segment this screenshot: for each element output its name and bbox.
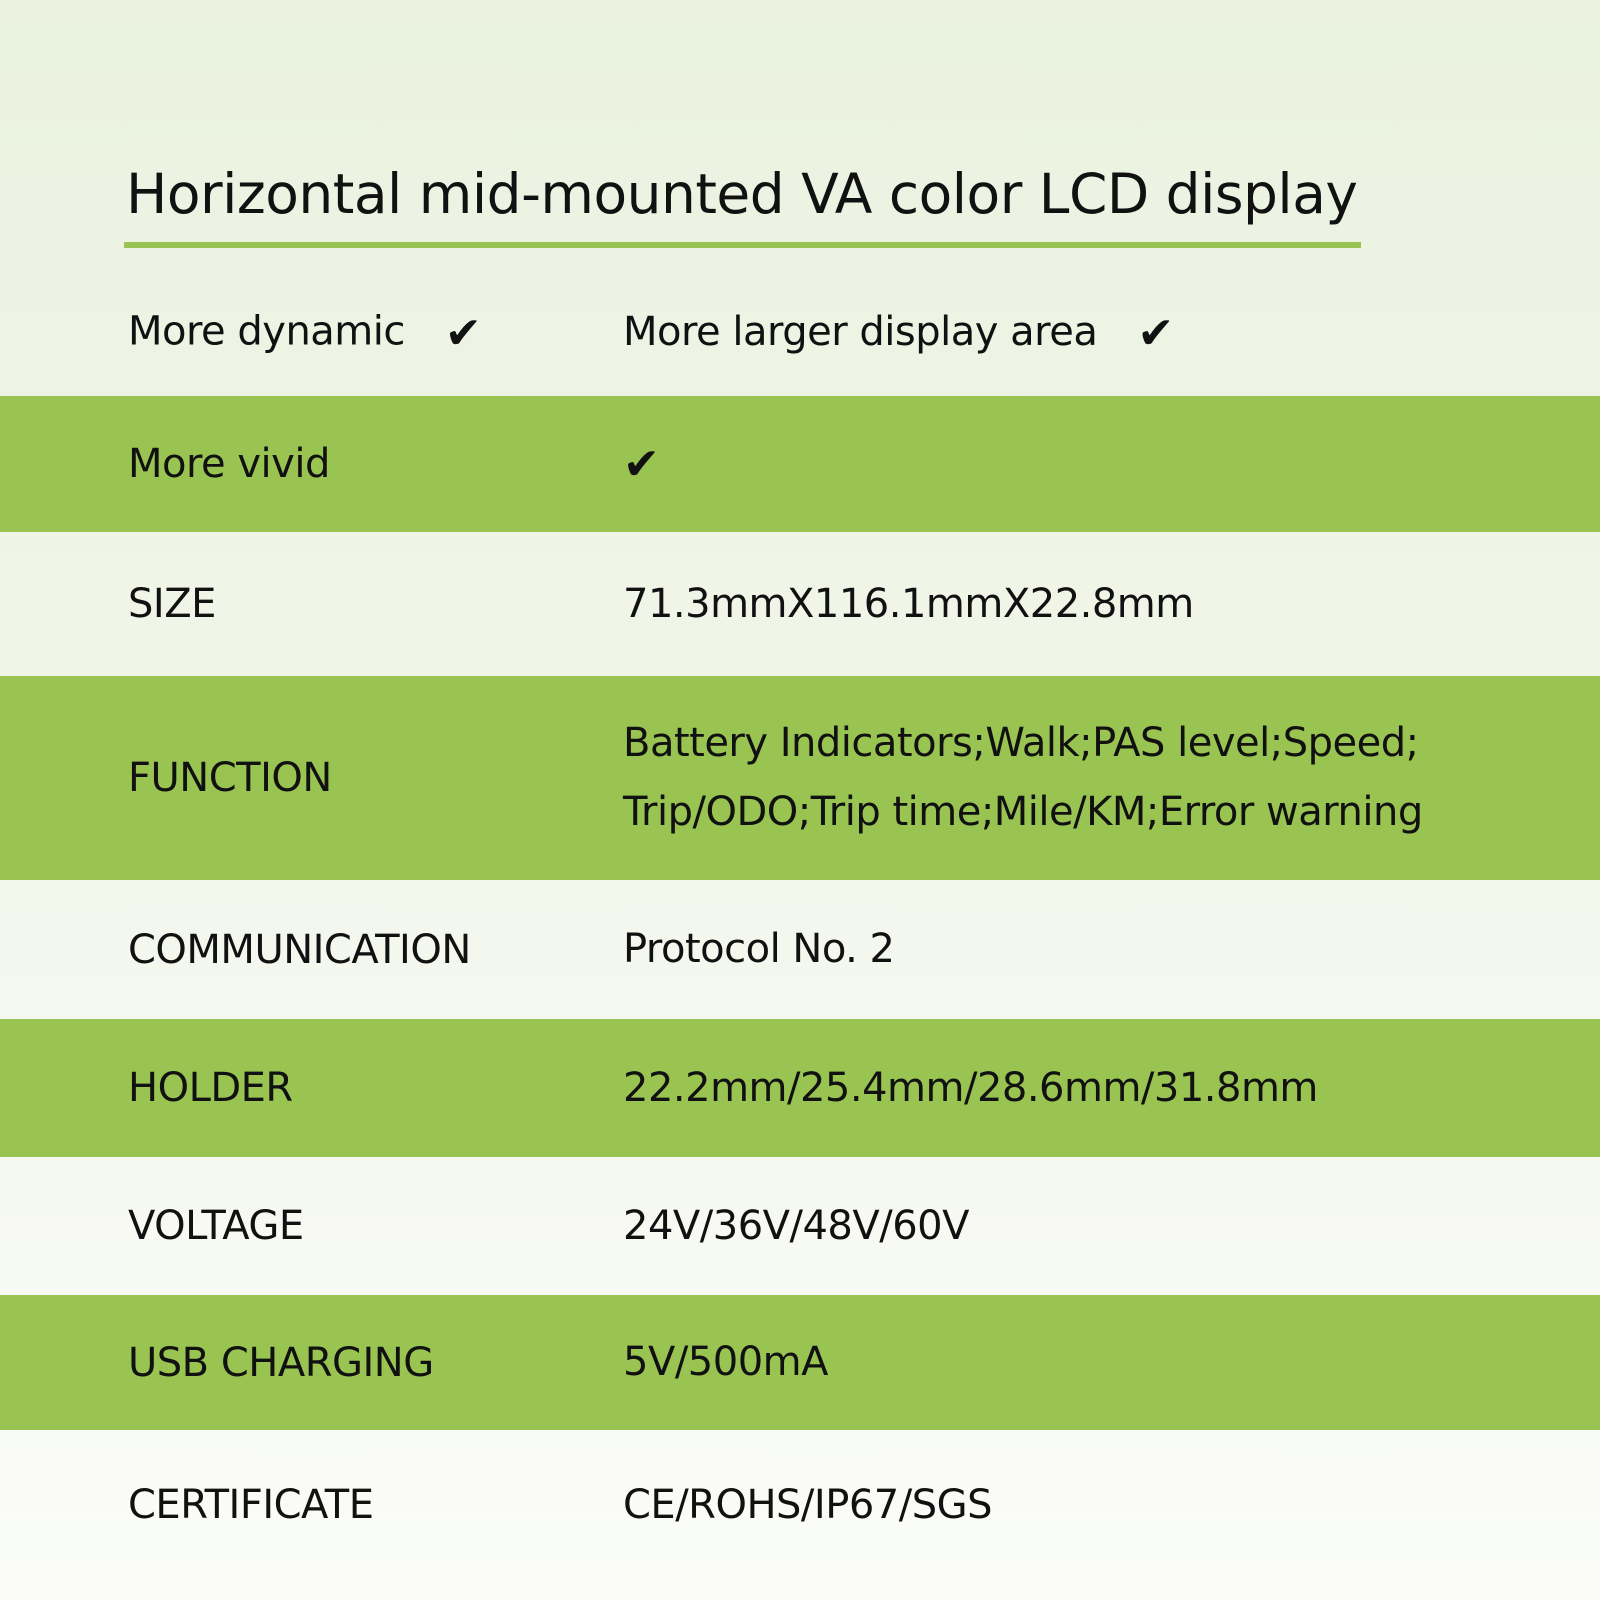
spec-value-line: Battery Indicators;Walk;PAS level;Speed; [623, 720, 1419, 766]
spec-value: Battery Indicators;Walk;PAS level;Speed;… [623, 709, 1423, 847]
page-title: Horizontal mid-mounted VA color LCD disp… [126, 162, 1358, 226]
checkmark-icon: ✔ [623, 429, 660, 500]
spec-row-size: SIZE 71.3mmX116.1mmX22.8mm [0, 532, 1600, 676]
checkmark-icon: ✔ [1137, 308, 1174, 360]
spec-label: HOLDER [128, 1065, 293, 1111]
spec-label: CERTIFICATE [128, 1482, 374, 1528]
spec-value-line: Trip/ODO;Trip time;Mile/KM;Error warning [623, 789, 1423, 835]
spec-value: 24V/36V/48V/60V [623, 1202, 969, 1249]
spec-row-holder: HOLDER 22.2mm/25.4mm/28.6mm/31.8mm [0, 1019, 1600, 1157]
title-underline [124, 242, 1361, 248]
spec-label: SIZE [128, 581, 216, 627]
feature-row-1: More dynamic ✔ More larger display area ✔ [0, 270, 1600, 396]
spec-label: USB CHARGING [128, 1339, 434, 1386]
checkmark-icon: ✔ [444, 307, 482, 359]
spec-label: VOLTAGE [128, 1203, 304, 1249]
spec-value: 71.3mmX116.1mmX22.8mm [623, 580, 1194, 627]
spec-row-communication: COMMUNICATION Protocol No. 2 [0, 880, 1600, 1019]
feature-item: More dynamic ✔ [128, 307, 482, 359]
spec-value: 22.2mm/25.4mm/28.6mm/31.8mm [623, 1064, 1318, 1111]
feature-row-2: More vivid ✔ [0, 396, 1600, 532]
spec-label: FUNCTION [128, 755, 332, 801]
feature-item: More larger display area ✔ [623, 298, 1174, 369]
spec-value: 5V/500mA [623, 1339, 828, 1385]
spec-label: COMMUNICATION [128, 926, 471, 973]
checkmark-icon: ✔ [623, 439, 660, 491]
spec-row-usb-charging: USB CHARGING 5V/500mA [0, 1295, 1600, 1430]
feature-label: More larger display area [623, 308, 1098, 355]
spec-row-voltage: VOLTAGE 24V/36V/48V/60V [0, 1157, 1600, 1295]
spec-value: Protocol No. 2 [623, 926, 895, 972]
spec-value: CE/ROHS/IP67/SGS [623, 1481, 992, 1528]
spec-row-certificate: CERTIFICATE CE/ROHS/IP67/SGS [0, 1430, 1600, 1580]
feature-label: More vivid [128, 441, 330, 487]
feature-label: More dynamic [128, 308, 405, 354]
spec-row-function: FUNCTION Battery Indicators;Walk;PAS lev… [0, 676, 1600, 880]
